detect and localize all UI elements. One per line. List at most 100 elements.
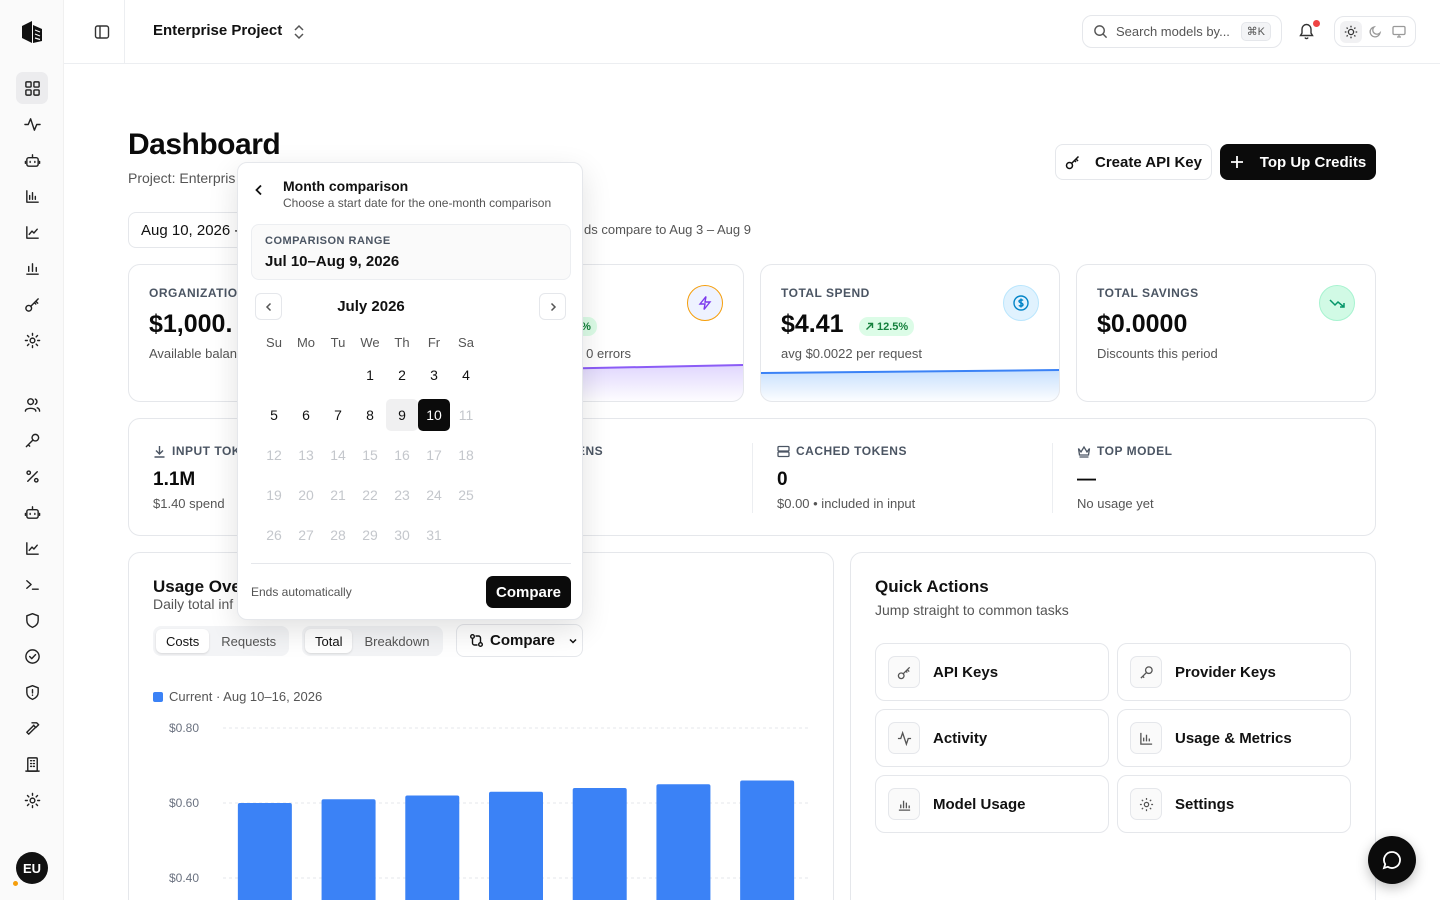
quick-action-api-keys[interactable]: API Keys [875,643,1109,701]
sidebar-item-gear-icon[interactable] [16,784,48,816]
weekday-label: Sa [458,335,474,350]
comparison-range-box: COMPARISON RANGE Jul 10–Aug 9, 2026 [251,224,571,280]
bar-chart-icon [888,788,920,820]
ends-automatically-note: Ends automatically [251,585,352,599]
sidebar-item-terminal-icon[interactable] [16,568,48,600]
sidebar-item-line-chart-icon[interactable] [16,216,48,248]
calendar-day[interactable]: 8 [366,407,374,423]
comparison-range-value: Jul 10–Aug 9, 2026 [265,253,400,270]
tab-total[interactable]: Total [305,629,353,653]
calendar-day[interactable]: 2 [398,367,406,383]
calendar-day[interactable]: 9 [386,399,418,431]
y-tick-label: $0.60 [169,796,199,810]
comparison-range-label: COMPARISON RANGE [265,235,391,247]
chart-bar-aug-16[interactable] [740,780,795,900]
sidebar-item-users-icon[interactable] [16,388,48,420]
sidebar-item-activity-icon[interactable] [16,108,48,140]
tab-requests[interactable]: Requests [221,633,277,649]
chevrons-up-down-icon[interactable] [292,23,306,41]
chart-bar-aug-11[interactable] [321,799,376,900]
calendar-day[interactable]: 5 [270,407,278,423]
top-up-credits-button[interactable]: Top Up Credits [1220,144,1376,180]
sidebar-item-shield-icon[interactable] [16,604,48,636]
total-spend-card: TOTAL SPEND $4.41 12.5% avg $0.0022 per … [760,264,1060,402]
page-title: Dashboard [128,128,281,161]
bar-chart-icon [25,189,39,203]
chart-bar-aug-10[interactable] [237,803,292,900]
chart-bar-aug-14[interactable] [572,788,627,900]
chart-bar-aug-12[interactable] [405,795,460,900]
calendar-day: 28 [330,527,346,543]
activity-icon [888,722,920,754]
key-round-icon [25,433,39,447]
bell-icon[interactable] [1298,22,1315,40]
sidebar-item-key-icon[interactable] [16,288,48,320]
sidebar-item-building-icon[interactable] [16,748,48,780]
app-logo-icon[interactable] [19,19,45,45]
sidebar-item-bar-chart-icon[interactable] [16,180,48,212]
usage-bar-chart: $0.80 $0.60 $0.40 [169,721,809,900]
gear-icon [24,332,40,348]
legend-label: Current · Aug 10–16, 2026 [169,689,323,704]
sidebar-toggle-icon[interactable] [88,20,116,44]
spend-sub: avg $0.0022 per request [781,346,922,361]
shield-icon [25,612,39,628]
next-month-button[interactable] [539,293,566,320]
zap-icon [687,285,723,321]
chevron-left-icon[interactable] [252,183,266,197]
sidebar-item-grid-icon[interactable] [16,72,48,104]
create-api-key-button[interactable]: Create API Key [1055,144,1212,180]
quick-action-provider-keys[interactable]: Provider Keys [1117,643,1351,701]
sidebar-item-bot-icon[interactable] [16,496,48,528]
sidebar-item-bot-icon[interactable] [16,144,48,176]
quick-action-activity[interactable]: Activity [875,709,1109,767]
calendar-day[interactable]: 10 [418,399,450,431]
calendar-day: 21 [330,487,346,503]
calendar-day[interactable]: 1 [366,367,374,383]
monitor-icon[interactable] [1388,21,1410,43]
calendar-day: 20 [298,487,314,503]
terminal-icon [25,579,39,590]
quick-action-usage-metrics[interactable]: Usage & Metrics [1117,709,1351,767]
metric-tabs: Costs Requests [153,626,290,656]
sidebar-item-line-chart-icon[interactable] [16,532,48,564]
sidebar-item-shield-alert-icon[interactable] [16,676,48,708]
tab-costs[interactable]: Costs [156,629,210,653]
calendar-day[interactable]: 6 [302,407,310,423]
sidebar-item-percent-icon[interactable] [16,460,48,492]
user-avatar[interactable]: EU [16,852,48,884]
activity-icon [23,117,41,131]
moon-icon[interactable] [1364,21,1386,43]
prev-month-button[interactable] [255,293,282,320]
compare-dropdown-button[interactable]: Compare [456,624,583,657]
quick-actions-title: Quick Actions [875,577,989,596]
sidebar-item-gear-icon[interactable] [16,324,48,356]
cached-tokens-value: 0 [777,469,788,490]
calendar-month-label: July 2026 [337,298,405,315]
project-selector[interactable]: Enterprise Project [153,22,283,39]
total-savings-card: TOTAL SAVINGS $0.0000 Discounts this per… [1076,264,1376,402]
quick-action-settings[interactable]: Settings [1117,775,1351,833]
tab-breakdown[interactable]: Breakdown [364,633,430,649]
org-sub: Available balan [149,346,237,361]
sidebar-item-key-round-icon[interactable] [16,424,48,456]
calendar-day[interactable]: 4 [462,367,470,383]
calendar-day[interactable]: 7 [334,407,342,423]
chat-icon[interactable] [1368,836,1416,884]
sidebar: EU [0,0,64,900]
popover-title: Month comparison [283,178,409,194]
chart-bar-aug-13[interactable] [489,791,543,900]
weekday-label: Su [266,335,282,350]
calendar-day[interactable]: 3 [430,367,438,383]
sidebar-item-bar-chart-small-icon[interactable] [16,252,48,284]
calendar-day: 23 [394,487,410,503]
search-input[interactable]: Search models by... ⌘K [1082,15,1282,48]
chart-bar-aug-15[interactable] [656,784,711,900]
bot-icon [24,505,40,519]
sun-icon[interactable] [1340,20,1362,43]
quick-action-model-usage[interactable]: Model Usage [875,775,1109,833]
sidebar-item-check-circle-icon[interactable] [16,640,48,672]
sidebar-item-hammer-icon[interactable] [16,712,48,744]
compare-submit-button[interactable]: Compare [486,576,571,608]
